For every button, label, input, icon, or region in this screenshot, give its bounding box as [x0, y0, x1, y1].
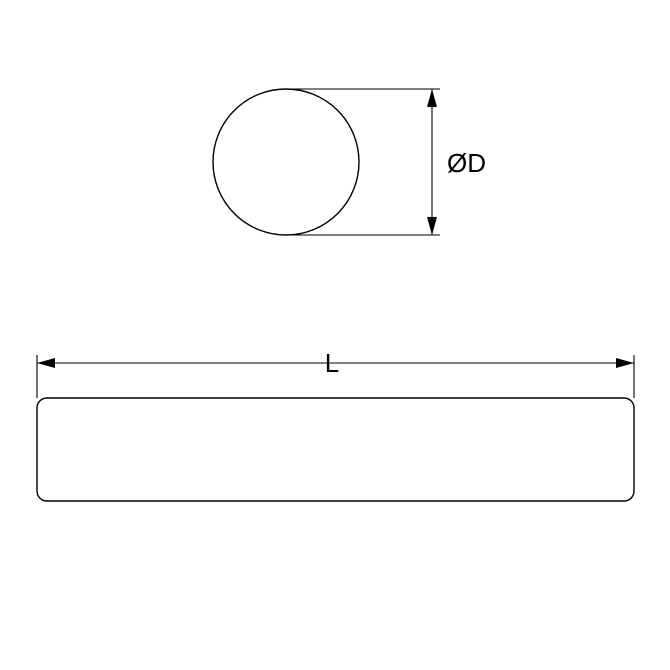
- end-view-circle: [213, 89, 359, 235]
- length-label: L: [325, 348, 339, 378]
- technical-drawing: ØD L: [0, 0, 670, 670]
- side-view-bar: [37, 398, 634, 501]
- diameter-dimension: [427, 89, 437, 235]
- diameter-label: ØD: [447, 148, 486, 178]
